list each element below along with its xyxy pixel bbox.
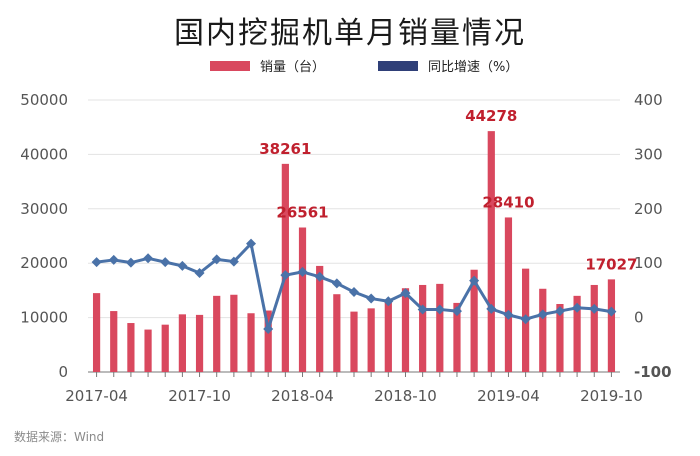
bar bbox=[573, 295, 581, 372]
data-label: 26561 bbox=[276, 204, 328, 222]
legend-label-sales: 销量（台） bbox=[260, 60, 326, 75]
data-label: 44278 bbox=[465, 107, 517, 125]
bar bbox=[195, 314, 204, 372]
bar bbox=[401, 288, 410, 372]
bar bbox=[350, 311, 358, 372]
line-marker bbox=[537, 309, 548, 320]
legend-swatch-line bbox=[378, 60, 418, 71]
x-tick-label: 2018-10 bbox=[374, 387, 437, 405]
line-marker bbox=[143, 253, 154, 264]
line-marker bbox=[314, 271, 325, 282]
y-left-tick-label: 10000 bbox=[20, 309, 68, 327]
line-marker bbox=[177, 260, 188, 271]
bar bbox=[333, 294, 341, 372]
bar bbox=[384, 301, 392, 372]
y-left-tick-label: 30000 bbox=[20, 200, 68, 218]
bar bbox=[161, 324, 169, 372]
line-marker bbox=[91, 257, 102, 268]
line-marker bbox=[486, 303, 497, 314]
y-right-tick-label: 0 bbox=[634, 309, 644, 327]
data-label: 38261 bbox=[259, 140, 311, 158]
legend-swatch-bar bbox=[210, 60, 250, 71]
legend-item-growth: 同比增速（%） bbox=[378, 56, 518, 75]
data-label: 17027 bbox=[585, 255, 637, 273]
line-marker bbox=[520, 314, 531, 325]
bar bbox=[607, 279, 616, 372]
x-tick-label: 2017-04 bbox=[65, 387, 128, 405]
bar bbox=[298, 227, 307, 372]
bar bbox=[92, 293, 101, 372]
y-left-tick-label: 0 bbox=[58, 363, 68, 381]
line-marker bbox=[194, 267, 205, 278]
y-left-tick-label: 20000 bbox=[20, 254, 68, 272]
bar bbox=[264, 310, 272, 372]
bar bbox=[230, 294, 238, 372]
line-marker bbox=[160, 257, 171, 268]
y-right-tick-label: 300 bbox=[634, 145, 663, 163]
y-right-tick-label: -100 bbox=[634, 363, 672, 381]
line-marker bbox=[606, 306, 617, 317]
line-marker bbox=[451, 306, 462, 317]
bar bbox=[539, 288, 547, 372]
bar bbox=[590, 284, 598, 372]
x-tick-label: 2017-10 bbox=[168, 387, 231, 405]
bar bbox=[419, 284, 427, 372]
line-marker bbox=[383, 296, 394, 307]
bar bbox=[281, 163, 289, 372]
bar bbox=[504, 217, 513, 372]
line-marker bbox=[263, 324, 274, 335]
line-marker bbox=[297, 266, 308, 277]
data-label: 28410 bbox=[482, 193, 534, 211]
x-tick-label: 2019-10 bbox=[580, 387, 643, 405]
bar bbox=[436, 283, 444, 372]
line-marker bbox=[331, 278, 342, 289]
legend-item-sales: 销量（台） bbox=[210, 56, 325, 75]
line-marker bbox=[554, 306, 565, 317]
line-marker bbox=[280, 270, 291, 281]
chart-title: 国内挖掘机单月销量情况 bbox=[174, 16, 526, 51]
y-left-tick-label: 50000 bbox=[20, 91, 68, 109]
legend-label-growth: 同比增速（%） bbox=[428, 60, 519, 75]
y-left-tick-label: 40000 bbox=[20, 145, 68, 163]
x-tick-label: 2018-04 bbox=[271, 387, 334, 405]
line-marker bbox=[589, 303, 600, 314]
legend: 销量（台） 同比增速（%） bbox=[0, 56, 700, 76]
line-marker bbox=[417, 304, 428, 315]
y-right-tick-label: 100 bbox=[634, 254, 663, 272]
x-tick-label: 2019-04 bbox=[477, 387, 540, 405]
y-right-tick-label: 400 bbox=[634, 91, 663, 109]
bar bbox=[470, 269, 478, 372]
bar bbox=[178, 314, 186, 372]
bar bbox=[453, 302, 461, 372]
bar bbox=[556, 304, 564, 372]
line-marker bbox=[125, 257, 136, 268]
line-marker bbox=[572, 302, 583, 313]
line-marker bbox=[246, 238, 257, 249]
line-marker bbox=[211, 254, 222, 265]
line-marker bbox=[400, 288, 411, 299]
line-marker bbox=[366, 293, 377, 304]
y-right-tick-label: 200 bbox=[634, 200, 663, 218]
bar bbox=[213, 295, 221, 372]
line-marker bbox=[108, 254, 119, 265]
line-marker bbox=[434, 304, 445, 315]
line-marker bbox=[228, 256, 239, 267]
bar bbox=[487, 131, 495, 372]
bar bbox=[316, 265, 324, 372]
line-marker bbox=[469, 275, 480, 286]
bar bbox=[144, 329, 152, 372]
line-marker bbox=[349, 287, 359, 298]
bar bbox=[247, 313, 255, 372]
line-marker bbox=[503, 309, 514, 320]
bar bbox=[127, 323, 135, 372]
bar bbox=[367, 308, 375, 372]
source-note: 数据来源：Wind bbox=[14, 430, 105, 444]
bar bbox=[110, 311, 118, 372]
